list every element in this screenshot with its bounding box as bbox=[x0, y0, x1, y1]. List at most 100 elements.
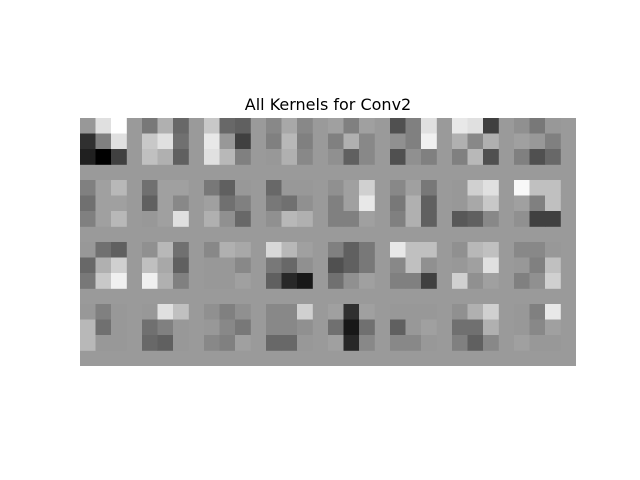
kernel-cell bbox=[390, 242, 406, 258]
kernel-cell bbox=[219, 242, 236, 258]
kernel-cell bbox=[157, 149, 174, 165]
kernel-cell bbox=[514, 242, 530, 258]
kernel-cell bbox=[157, 273, 174, 289]
kernel-cell bbox=[297, 149, 313, 165]
kernel-cell bbox=[359, 335, 375, 351]
kernel-cell bbox=[111, 133, 127, 150]
kernel-cell bbox=[343, 335, 360, 351]
kernel-cell bbox=[297, 211, 313, 227]
kernel-cell bbox=[142, 319, 158, 336]
kernel-cell bbox=[529, 149, 546, 165]
kernel-r1-c5 bbox=[328, 118, 375, 165]
kernel-cell bbox=[266, 118, 282, 134]
kernel-r2-c1 bbox=[80, 180, 127, 227]
kernel-cell bbox=[452, 273, 468, 289]
kernel-cell bbox=[219, 257, 236, 274]
kernel-cell bbox=[405, 319, 422, 336]
kernel-cell bbox=[452, 180, 468, 196]
kernel-cell bbox=[111, 257, 127, 274]
kernel-cell bbox=[421, 195, 437, 212]
kernel-r3-c5 bbox=[328, 242, 375, 289]
kernel-cell bbox=[529, 242, 546, 258]
kernel-cell bbox=[204, 195, 220, 212]
kernel-cell bbox=[80, 133, 96, 150]
kernel-cell bbox=[483, 133, 499, 150]
kernel-cell bbox=[157, 304, 174, 320]
kernel-cell bbox=[173, 319, 189, 336]
kernel-cell bbox=[157, 195, 174, 212]
kernel-cell bbox=[343, 319, 360, 336]
kernel-cell bbox=[281, 304, 298, 320]
kernel-cell bbox=[343, 273, 360, 289]
kernel-cell bbox=[157, 257, 174, 274]
kernel-cell bbox=[266, 195, 282, 212]
kernel-cell bbox=[467, 304, 484, 320]
kernel-cell bbox=[204, 149, 220, 165]
kernel-cell bbox=[157, 180, 174, 196]
kernel-cell bbox=[359, 180, 375, 196]
kernel-cell bbox=[452, 149, 468, 165]
kernel-cell bbox=[297, 195, 313, 212]
kernel-cell bbox=[142, 133, 158, 150]
kernel-cell bbox=[281, 133, 298, 150]
kernel-cell bbox=[467, 180, 484, 196]
kernel-cell bbox=[219, 149, 236, 165]
kernel-r4-c4 bbox=[266, 304, 313, 351]
kernel-cell bbox=[235, 211, 251, 227]
kernel-cell bbox=[95, 118, 112, 134]
kernel-cell bbox=[297, 273, 313, 289]
kernel-cell bbox=[483, 335, 499, 351]
kernel-cell bbox=[359, 149, 375, 165]
kernel-cell bbox=[173, 257, 189, 274]
kernel-cell bbox=[235, 273, 251, 289]
kernel-cell bbox=[514, 257, 530, 274]
kernel-cell bbox=[281, 335, 298, 351]
kernel-cell bbox=[545, 195, 561, 212]
kernel-cell bbox=[173, 149, 189, 165]
kernel-r4-c6 bbox=[390, 304, 437, 351]
kernel-cell bbox=[95, 319, 112, 336]
kernel-cell bbox=[235, 195, 251, 212]
kernel-cell bbox=[328, 257, 344, 274]
kernel-cell bbox=[390, 319, 406, 336]
kernel-cell bbox=[405, 211, 422, 227]
kernel-cell bbox=[328, 118, 344, 134]
kernel-cell bbox=[80, 118, 96, 134]
kernel-r4-c1 bbox=[80, 304, 127, 351]
kernel-cell bbox=[297, 118, 313, 134]
kernel-cell bbox=[483, 195, 499, 212]
kernel-cell bbox=[328, 242, 344, 258]
kernel-cell bbox=[390, 304, 406, 320]
kernel-cell bbox=[173, 273, 189, 289]
kernel-cell bbox=[343, 149, 360, 165]
kernel-cell bbox=[452, 242, 468, 258]
kernel-cell bbox=[452, 118, 468, 134]
kernel-cell bbox=[359, 133, 375, 150]
kernel-r4-c8 bbox=[514, 304, 561, 351]
kernel-cell bbox=[173, 242, 189, 258]
kernel-cell bbox=[80, 242, 96, 258]
kernel-cell bbox=[235, 118, 251, 134]
kernel-cell bbox=[545, 180, 561, 196]
kernel-r3-c8 bbox=[514, 242, 561, 289]
kernel-cell bbox=[545, 149, 561, 165]
kernel-cell bbox=[80, 149, 96, 165]
kernel-cell bbox=[173, 133, 189, 150]
kernel-cell bbox=[281, 273, 298, 289]
kernel-cell bbox=[235, 257, 251, 274]
kernel-cell bbox=[80, 195, 96, 212]
kernel-cell bbox=[421, 257, 437, 274]
kernel-cell bbox=[514, 149, 530, 165]
kernel-cell bbox=[173, 195, 189, 212]
kernel-cell bbox=[142, 180, 158, 196]
kernel-cell bbox=[467, 335, 484, 351]
kernel-cell bbox=[142, 273, 158, 289]
kernel-cell bbox=[529, 257, 546, 274]
kernel-cell bbox=[95, 195, 112, 212]
kernel-cell bbox=[405, 304, 422, 320]
kernel-cell bbox=[452, 211, 468, 227]
kernel-cell bbox=[529, 319, 546, 336]
kernel-cell bbox=[297, 242, 313, 258]
kernel-r4-c2 bbox=[142, 304, 189, 351]
kernel-cell bbox=[328, 335, 344, 351]
